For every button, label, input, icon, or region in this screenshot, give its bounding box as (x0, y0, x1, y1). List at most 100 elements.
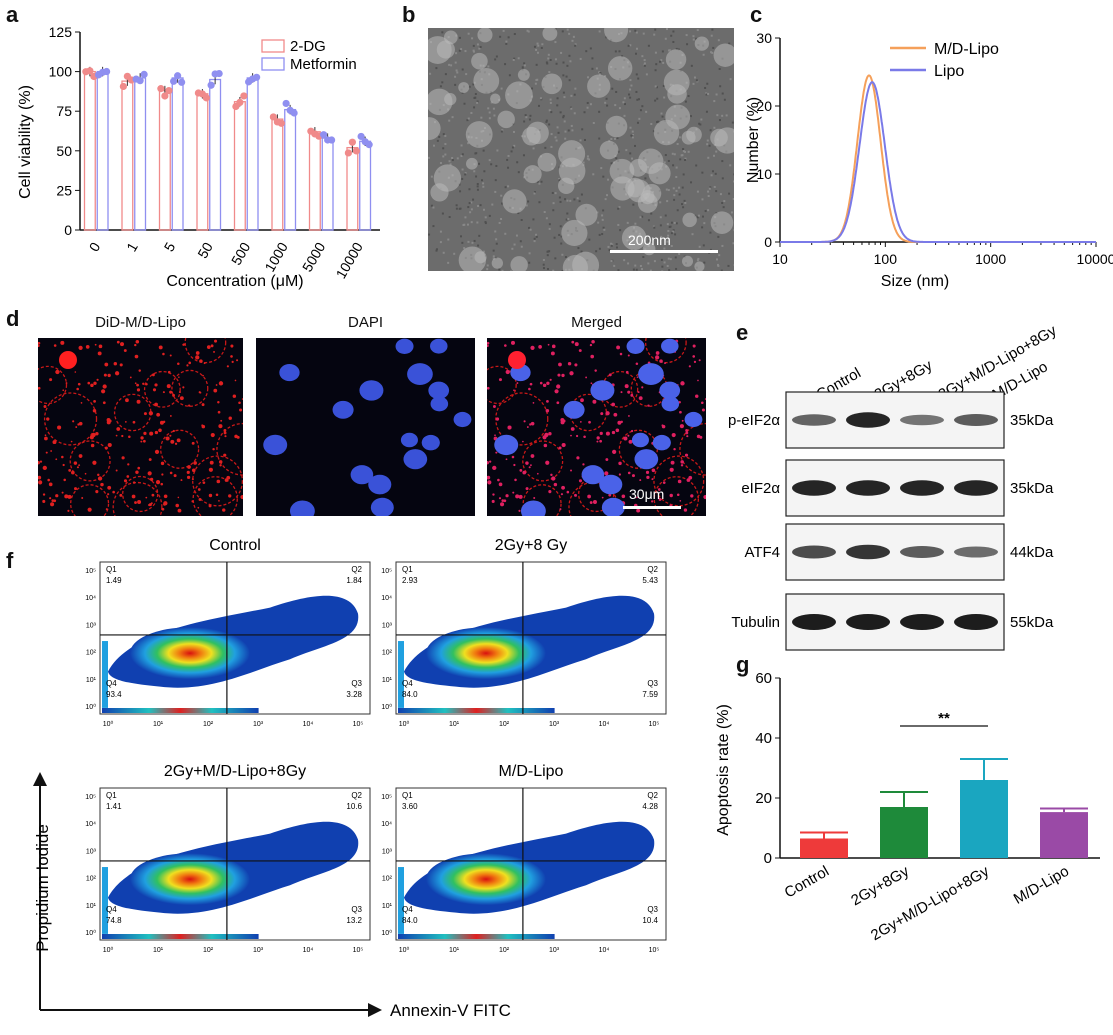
nucleus (400, 432, 418, 448)
g-xtick-label: M/D-Lipo (1011, 863, 1072, 908)
merged-dot (546, 381, 550, 386)
tem-noise (678, 136, 681, 139)
flow-ytick-label: 10³ (382, 622, 393, 629)
tem-particle (491, 257, 503, 269)
flow-xtick-label: 10⁴ (303, 947, 314, 954)
red-dot (203, 362, 206, 365)
tem-noise (670, 232, 673, 235)
tem-noise (733, 173, 734, 176)
tem-noise (566, 199, 569, 202)
tem-noise (707, 209, 710, 212)
merged-dot (559, 508, 562, 511)
red-dot (209, 460, 214, 465)
red-dot (138, 369, 141, 372)
flow-quadrant-name: Q2 (351, 565, 362, 574)
tem-noise (635, 268, 638, 271)
merged-dot (570, 434, 572, 437)
tem-noise (547, 53, 550, 56)
tem-noise (504, 63, 507, 66)
red-dot (172, 393, 175, 397)
tem-noise (500, 217, 503, 220)
red-dot (95, 490, 99, 494)
tem-noise (558, 233, 561, 236)
tem-noise (442, 251, 445, 254)
merged-dot (582, 463, 585, 466)
tem-noise (617, 269, 620, 271)
red-dot (107, 373, 111, 378)
tem-noise (660, 258, 663, 261)
flow-ytick-label: 10² (382, 876, 393, 883)
merged-dot (528, 466, 531, 469)
tem-noise (498, 221, 501, 224)
flow-axis-density (102, 708, 259, 713)
tem-noise (599, 72, 602, 75)
tem-noise (604, 198, 607, 201)
tem-noise (543, 211, 546, 214)
merged-dot (627, 354, 630, 357)
tem-noise (500, 130, 503, 133)
tem-noise (528, 226, 531, 229)
red-dot (38, 460, 40, 465)
red-dot (75, 426, 78, 428)
tem-particle (642, 183, 662, 203)
tem-noise (476, 188, 479, 191)
red-dot (154, 383, 158, 387)
flow-ytick-label: 10¹ (86, 903, 97, 910)
merged-dot (532, 402, 535, 404)
tem-noise (629, 30, 632, 33)
red-dot (123, 479, 128, 483)
merged-dot (678, 401, 681, 404)
flow-plot: 2Gy+8 Gy Q1 2.93 Q2 5.43 Q4 84.0 Q3 7.59 10⁰ 10⁰ 10… (381, 537, 667, 728)
tem-noise (586, 106, 589, 109)
tem-noise (682, 206, 685, 209)
tem-noise (655, 86, 658, 89)
red-dot (101, 389, 106, 394)
tem-noise (621, 55, 624, 58)
red-dot (127, 463, 130, 466)
red-dot (169, 354, 172, 357)
tem-particle (638, 148, 664, 174)
tem-noise (654, 69, 657, 72)
tem-noise (598, 30, 601, 33)
panel-e-letter: e (736, 320, 749, 345)
tem-noise (639, 264, 642, 267)
flow-quadrant-value: 3.60 (402, 802, 418, 811)
tem-noise (456, 71, 459, 74)
tem-noise (610, 242, 613, 245)
tem-noise (540, 46, 543, 49)
tem-noise (670, 245, 673, 248)
merged-dot (518, 509, 521, 512)
tem-noise (570, 124, 573, 127)
tem-noise (611, 87, 614, 90)
tem-noise (679, 158, 682, 161)
a-xtick-label: 5 (161, 239, 179, 254)
flow-xtick-label: 10⁰ (399, 720, 410, 728)
tem-noise (554, 192, 557, 195)
flow-density-core (130, 627, 250, 680)
flow-quadrant-name: Q2 (647, 565, 658, 574)
tem-noise (709, 231, 712, 234)
red-dot (177, 362, 180, 365)
merged-dot (589, 501, 593, 504)
merged-dot (612, 449, 617, 454)
tem-noise (713, 100, 716, 103)
nucleus (453, 411, 472, 428)
merged-dot (587, 494, 591, 499)
flow-xtick-label: 10⁰ (103, 720, 114, 728)
tem-noise (488, 117, 491, 120)
merged-nucleus (563, 400, 585, 419)
c-legend-label: Lipo (934, 63, 964, 80)
tem-noise (472, 198, 475, 201)
merged-dot (627, 471, 631, 475)
tem-noise (472, 44, 475, 47)
tem-noise (667, 257, 670, 260)
red-membrane (216, 422, 243, 476)
tem-noise (678, 252, 681, 255)
tem-noise (520, 245, 523, 248)
tem-noise (508, 74, 511, 77)
red-dot (163, 502, 166, 506)
red-dot (148, 411, 154, 416)
tem-particle (625, 177, 645, 198)
merged-dot (619, 352, 623, 356)
tem-noise (582, 161, 585, 164)
